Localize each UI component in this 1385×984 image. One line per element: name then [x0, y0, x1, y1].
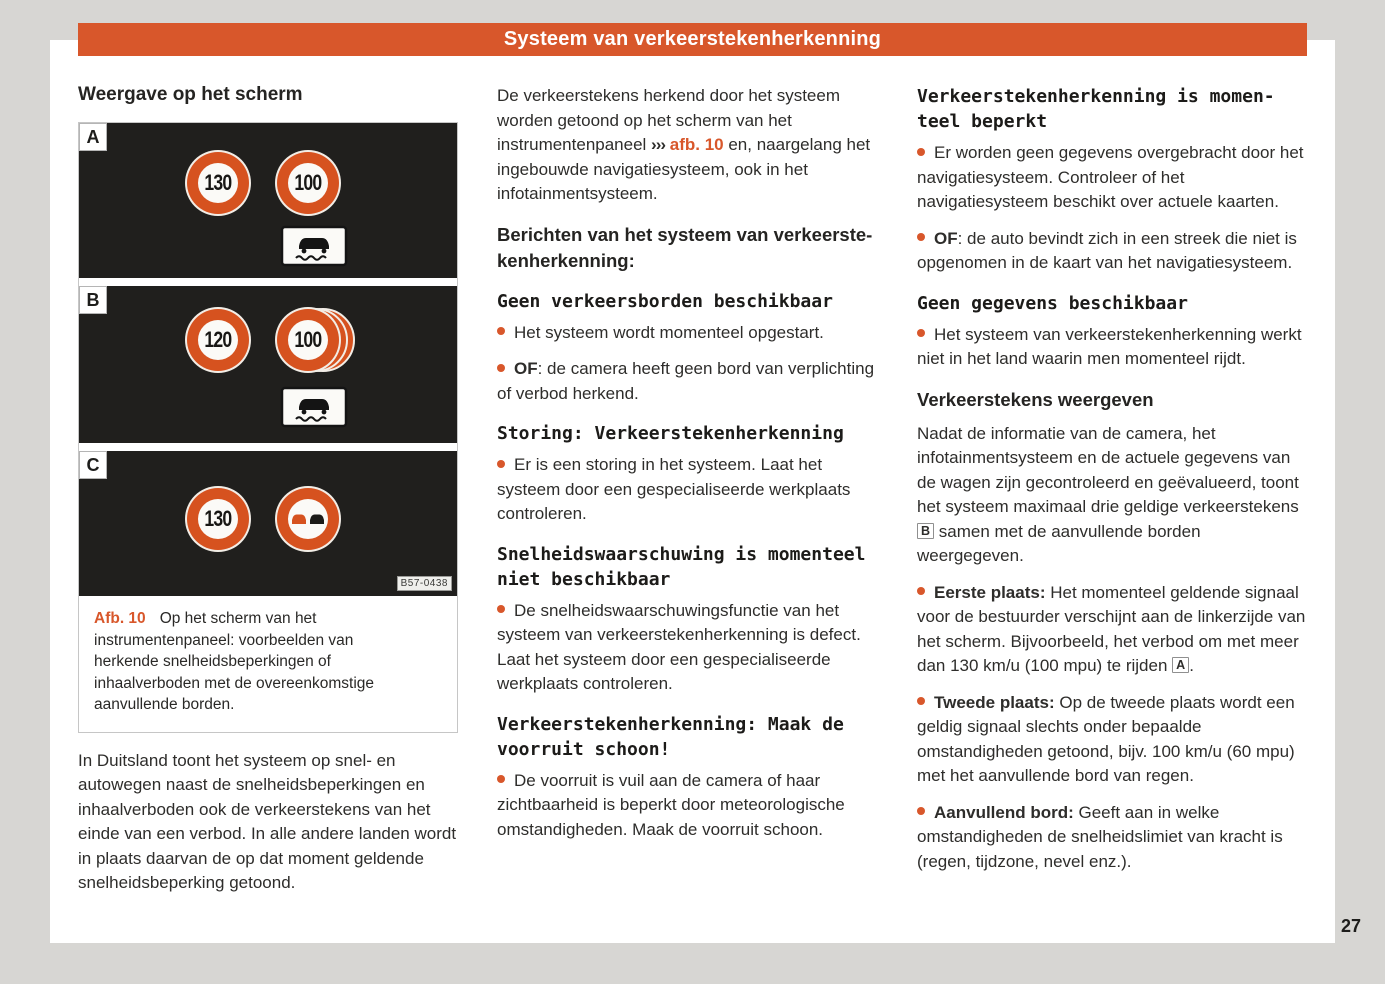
message-line: Geen gegevens beschikbaar — [917, 292, 1188, 314]
bullet-item: Het systeem van verkeerstekenherkenning … — [917, 323, 1307, 372]
paragraph: In Duitsland toont het systeem op snel- … — [78, 750, 457, 893]
text-run: Het systeem wordt momenteel opgestart. — [514, 322, 824, 342]
text-run: De voorruit is vuil aan de camera of haa… — [497, 770, 845, 839]
figure-caption: Afb. 10 Op het scherm van het instrumente… — [79, 596, 457, 732]
bullet-item: Aanvullend bord: Geeft aan in welke omst… — [917, 801, 1307, 875]
figure-caption-label: Afb. 10 — [94, 610, 146, 627]
section-heading: Berichten van het systeem van verkeerste… — [497, 222, 887, 274]
message-line: Verkeerstekenherkenning: Maak de — [497, 713, 844, 735]
reference-arrows-icon: ››› — [651, 135, 666, 154]
boxed-letter-a: A — [1172, 657, 1190, 673]
text-run: Nadat de informatie van de camera, het i… — [917, 423, 1299, 517]
text-run: Het systeem van verkeerstekenherkenning … — [917, 324, 1302, 369]
image-code-badge: B57-0438 — [396, 576, 452, 591]
text-run: De verkeerstekens herkend door het syste… — [497, 86, 841, 154]
bold-text-run: Aanvullend bord: — [934, 802, 1074, 822]
message-line: niet beschikbaar — [497, 568, 671, 590]
bullet-dot-icon — [917, 147, 925, 156]
system-message-heading: Snelheidswaarschuwing is momenteel niet b… — [497, 542, 887, 592]
message-line: Snelheidswaarschuwing is momenteel — [497, 543, 866, 565]
instrument-cluster-illustration: A 130 100 B 120 — [79, 123, 457, 596]
wet-road-plate-icon — [280, 386, 348, 428]
bullet-dot-icon — [917, 697, 925, 706]
figure-panel-a: A 130 100 — [79, 123, 457, 278]
bullet-dot-icon — [917, 807, 925, 816]
figure-caption-text: Op het scherm van het instrumentenpaneel… — [94, 610, 375, 713]
section-heading-display: Weergave op het scherm — [78, 84, 303, 105]
bullet-dot-icon — [497, 327, 505, 336]
bullet-item: OF: de auto bevindt zich in een streek d… — [917, 227, 1307, 276]
system-message-heading: Verkeerstekenherkenning is momen-teel be… — [917, 84, 1307, 134]
system-message-heading: Verkeerstekenherkenning: Maak de voorruit… — [497, 712, 887, 762]
bullet-item: De voorruit is vuil aan de camera of haa… — [497, 769, 887, 843]
panel-label-c: C — [79, 451, 107, 479]
figure-afb-10: A 130 100 B 120 — [78, 122, 458, 733]
text-run: Het momenteel geldende signaal voor de b… — [917, 582, 1306, 676]
heading-line: Verkeerstekens weergeven — [917, 388, 1154, 410]
message-line: Geen verkeersborden beschikbaar — [497, 290, 833, 312]
heading-line: Berichten van het systeem van verkeerste… — [497, 223, 873, 245]
panel-label-b: B — [79, 286, 107, 314]
speed-limit-sign-100: 100 — [275, 150, 341, 216]
text-run: en, naargelang het ingebouwde navigaties… — [497, 135, 871, 203]
text-run: . — [1189, 656, 1194, 675]
bullet-dot-icon — [917, 233, 925, 242]
bullet-dot-icon — [497, 363, 505, 372]
column-right: Verkeerstekenherkenning is momen-teel be… — [917, 84, 1307, 886]
system-message-heading: Geen gegevens beschikbaar — [917, 291, 1307, 316]
bullet-dot-icon — [497, 605, 505, 614]
bullet-dot-icon — [497, 459, 505, 468]
figure-reference-link: afb. 10 — [665, 135, 724, 154]
bullet-item: Er is een storing in het systeem. Laat h… — [497, 453, 887, 527]
bullet-item: OF: de camera heeft geen bord van verpli… — [497, 357, 887, 406]
bullet-item: Eerste plaats: Het momenteel geldende si… — [917, 581, 1307, 679]
text-run: De snelheidswaarschuwingsfunctie van het… — [497, 600, 861, 694]
boxed-letter-b: B — [917, 522, 935, 539]
page-title: Systeem van verkeerstekenherkenning — [503, 28, 882, 50]
figure-panel-b: B 120 100 — [79, 286, 457, 443]
no-overtaking-sign-icon — [275, 486, 341, 552]
bullet-dot-icon — [497, 775, 505, 784]
text-run: samen met de aanvullende borden weergege… — [917, 521, 1201, 566]
bullet-item: Er worden geen gegevens overgebracht doo… — [917, 141, 1307, 215]
panel-label-a: A — [79, 123, 107, 151]
page-number: 27 — [1341, 916, 1362, 936]
message-line: Storing: Verkeerstekenherkenning — [497, 423, 844, 444]
bold-text-run: OF — [934, 228, 958, 248]
text-run: : de auto bevindt zich in een streek die… — [917, 228, 1297, 273]
message-line: voorruit schoon! — [497, 738, 671, 760]
bullet-item: Het systeem wordt momenteel opgestart. — [497, 321, 887, 346]
speed-limit-sign-130: 130 — [185, 486, 251, 552]
message-line: teel beperkt — [917, 111, 1048, 132]
text-run: : de camera heeft geen bord van verplich… — [497, 359, 875, 403]
message-line: Verkeerstekenherkenning is momen- — [917, 86, 1275, 107]
speed-limit-sign-130: 130 — [185, 150, 251, 216]
page-header-bar: Systeem van verkeerstekenherkenning — [78, 23, 1307, 56]
bold-text-run: Eerste plaats: — [934, 582, 1046, 602]
bullet-item: De snelheidswaarschuwingsfunctie van het… — [497, 599, 887, 697]
paragraph: De verkeerstekens herkend door het syste… — [497, 84, 887, 207]
bold-text-run: Tweede plaats: — [934, 692, 1055, 712]
system-message-heading: Geen verkeersborden beschikbaar — [497, 289, 887, 314]
figure-panel-c: C 130 B57-0438 — [79, 451, 457, 596]
column-middle: De verkeerstekens herkend door het syste… — [497, 84, 887, 854]
column-left: Weergave op het scherm A 130 100 — [78, 84, 464, 908]
wet-road-plate-icon — [280, 225, 348, 267]
paragraph: Nadat de informatie van de camera, het i… — [917, 422, 1307, 569]
section-heading: Verkeerstekens weergeven — [917, 387, 1307, 413]
bullet-dot-icon — [917, 329, 925, 338]
speed-limit-sign-100-stacked: 100 — [275, 307, 341, 373]
system-message-heading: Storing: Verkeerstekenherkenning — [497, 421, 887, 446]
text-run: Er worden geen gegevens overgebracht doo… — [917, 143, 1304, 211]
text-run: Op de tweede plaats wordt een geldig sig… — [917, 692, 1295, 786]
text-run: Geeft aan in welke omstandigheden de sne… — [917, 802, 1283, 871]
bullet-dot-icon — [917, 587, 925, 596]
speed-limit-sign-120: 120 — [185, 307, 251, 373]
heading-line: kenherkenning: — [497, 249, 635, 271]
text-run: Er is een storing in het systeem. Laat h… — [497, 455, 851, 523]
bullet-item: Tweede plaats: Op de tweede plaats wordt… — [917, 691, 1307, 789]
bold-text-run: OF — [514, 359, 538, 378]
